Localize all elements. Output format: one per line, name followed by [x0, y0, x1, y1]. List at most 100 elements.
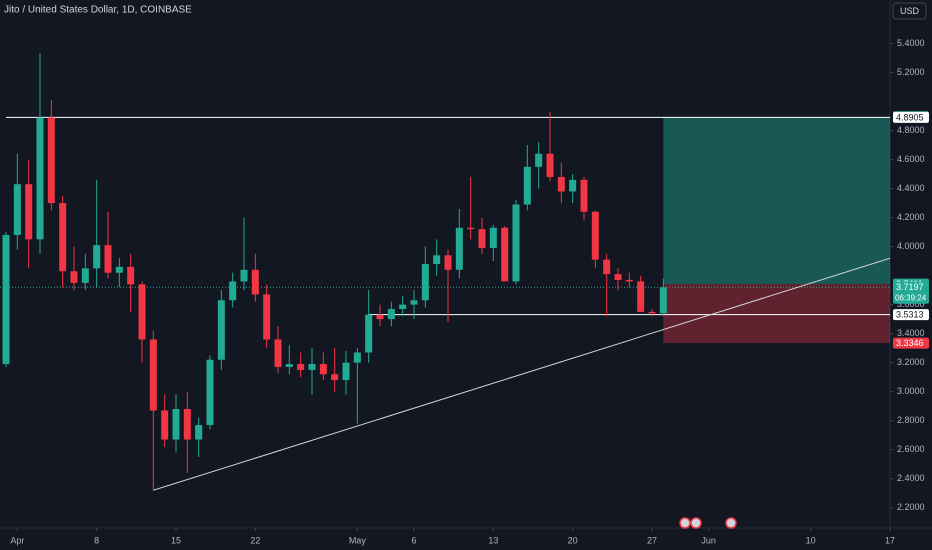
y-tick-label: 5.4000 — [897, 38, 925, 48]
y-tick-label: 2.6000 — [897, 444, 925, 454]
candle-body — [489, 227, 497, 249]
candle-body — [580, 179, 588, 212]
event-icon[interactable] — [679, 517, 691, 529]
x-tick-label: 6 — [411, 535, 416, 545]
candle-body — [240, 269, 248, 282]
y-tick-label: 5.2000 — [897, 67, 925, 77]
candle-body — [115, 266, 123, 273]
x-tick-label: May — [349, 535, 367, 545]
price-badge-label: 3.7197 — [896, 282, 924, 292]
x-tick-label: 10 — [806, 535, 816, 545]
candle-body — [591, 211, 599, 260]
candle-body — [183, 409, 191, 440]
candle-body — [353, 352, 361, 363]
y-tick-label: 4.0000 — [897, 241, 925, 251]
y-tick-label: 4.4000 — [897, 183, 925, 193]
candle-body — [47, 117, 55, 204]
price-badge — [893, 337, 929, 349]
candle-body — [659, 287, 667, 314]
trend-line — [153, 257, 891, 491]
y-tick-label: 3.0000 — [897, 386, 925, 396]
candle-body — [172, 409, 180, 440]
candle-body — [365, 314, 373, 353]
candle-body — [297, 364, 305, 370]
candle-body — [59, 203, 67, 272]
x-tick-label: 13 — [488, 535, 498, 545]
chart-title: Jito / United States Dollar, 1D, COINBAS… — [4, 5, 192, 16]
candle-body — [70, 271, 78, 283]
candle-body — [25, 184, 33, 240]
price-badge — [893, 281, 929, 304]
y-tick-label: 2.8000 — [897, 415, 925, 425]
candle-body — [2, 234, 10, 365]
x-tick-label: 15 — [171, 535, 181, 545]
x-tick-label: 8 — [94, 535, 99, 545]
candle-body — [229, 281, 237, 301]
candle-body — [478, 229, 486, 249]
candle-body — [149, 339, 157, 411]
candle-body — [127, 266, 135, 285]
y-tick-label: 2.2000 — [897, 502, 925, 512]
candle-body — [546, 153, 554, 177]
candle-body — [455, 227, 463, 270]
x-tick-label: Jun — [701, 535, 716, 545]
price-badge — [893, 111, 929, 123]
y-tick-label: 2.4000 — [897, 473, 925, 483]
y-tick-label: 4.2000 — [897, 212, 925, 222]
candle-body — [274, 339, 282, 367]
y-tick-label: 3.6000 — [897, 299, 925, 309]
candle-body — [342, 362, 350, 381]
candle-body — [603, 259, 611, 275]
price-badge-label: 4.8905 — [896, 112, 924, 122]
currency-button[interactable] — [892, 2, 927, 20]
candle-body — [387, 308, 395, 320]
candle-body — [421, 264, 429, 301]
candle-body — [93, 245, 101, 269]
candle-body — [251, 269, 259, 295]
candle-body — [308, 364, 316, 370]
x-tick-label: 20 — [568, 535, 578, 545]
candle-body — [614, 274, 622, 280]
candle-body — [625, 279, 633, 282]
stop-zone — [663, 284, 890, 344]
event-icon[interactable] — [725, 517, 737, 529]
candle-body — [648, 311, 656, 314]
candle-body — [535, 153, 543, 167]
currency-label[interactable]: USD — [900, 6, 920, 16]
candle-body — [557, 176, 565, 192]
y-tick-label: 4.6000 — [897, 154, 925, 164]
candle-body — [512, 204, 520, 282]
x-tick-label: Apr — [10, 535, 24, 545]
candle-body — [501, 227, 509, 282]
candle-body — [263, 294, 271, 340]
candle-body — [36, 117, 44, 240]
candle-body — [319, 364, 327, 375]
candle-body — [161, 410, 169, 440]
candle-body — [285, 364, 293, 367]
price-badge — [893, 309, 929, 321]
candle-body — [104, 245, 112, 273]
candle-body — [376, 314, 384, 320]
event-icon[interactable] — [690, 517, 702, 529]
price-badge-label: 3.5313 — [896, 309, 924, 319]
price-badge-label: 3.3346 — [896, 338, 924, 348]
x-tick-label: 17 — [885, 535, 895, 545]
candle-body — [81, 268, 89, 283]
target-zone — [663, 116, 890, 285]
candle-body — [13, 184, 21, 235]
candle-body — [569, 179, 577, 192]
candle-body — [331, 374, 339, 381]
x-tick-label: 27 — [647, 535, 657, 545]
candle-body — [410, 300, 418, 305]
candle-body — [444, 255, 452, 270]
candle-body — [206, 359, 214, 426]
candle-body — [433, 255, 441, 264]
candle-body — [637, 281, 645, 312]
countdown-label: 06:39:24 — [895, 293, 927, 302]
candle-body — [195, 425, 203, 440]
candle-body — [217, 300, 225, 360]
candle-body — [523, 166, 531, 205]
